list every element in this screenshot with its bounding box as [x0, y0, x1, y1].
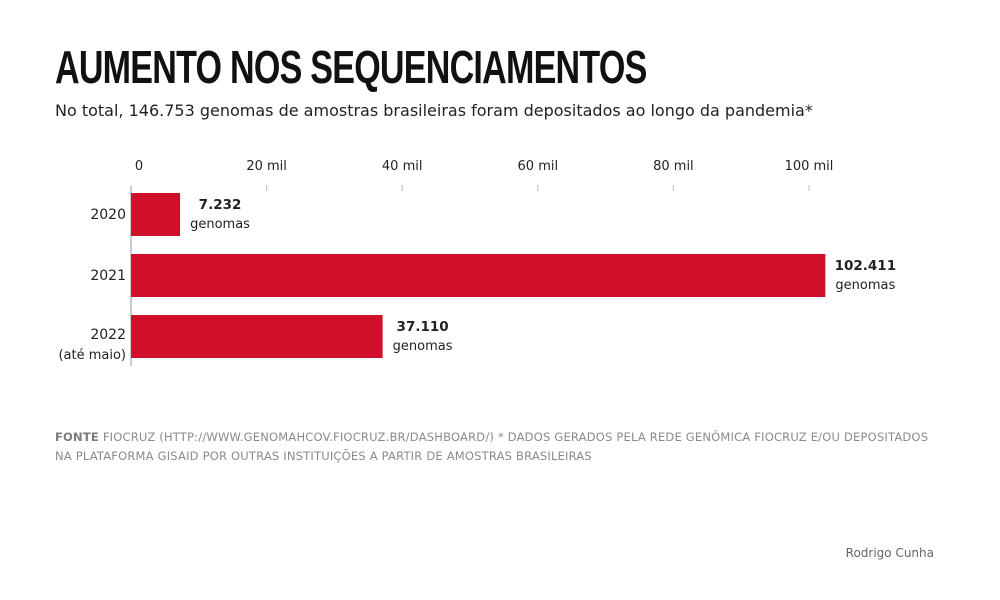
x-tick-label: 80 mil	[653, 159, 694, 174]
data-label-unit: genomas	[393, 339, 453, 354]
category-label: 2021	[90, 268, 126, 284]
source-note: FONTE FIOCRUZ (HTTP://WWW.GENOMAHCOV.FIO…	[55, 428, 935, 466]
x-tick-label: 100 mil	[785, 159, 834, 174]
x-tick-label: 0	[135, 159, 143, 174]
x-tick-label: 20 mil	[246, 159, 287, 174]
source-text: FIOCRUZ (HTTP://WWW.GENOMAHCOV.FIOCRUZ.B…	[55, 430, 929, 463]
x-tick-label: 60 mil	[518, 159, 559, 174]
category-note: (até maio)	[58, 348, 126, 363]
x-tick-label: 40 mil	[382, 159, 423, 174]
bar-chart: 0 20 mil 40 mil 60 mil 80 mil 100 mil 2020 7.23…	[58, 159, 897, 366]
chart-title: AUMENTO NOS SEQUENCIAMENTOS	[55, 41, 647, 93]
bar	[131, 193, 181, 236]
category-label: 2022	[90, 327, 126, 343]
bar	[131, 254, 826, 297]
source-label: FONTE	[55, 430, 99, 444]
chart-subtitle: No total, 146.753 genomas de amostras br…	[55, 101, 813, 120]
data-label-unit: genomas	[835, 278, 895, 293]
data-label: 37.110	[397, 319, 449, 335]
data-label: 7.232	[199, 197, 242, 213]
data-label-unit: genomas	[190, 217, 250, 232]
category-label: 2020	[90, 207, 126, 223]
data-label: 102.411	[835, 258, 897, 274]
bar	[131, 315, 383, 358]
author-credit: Rodrigo Cunha	[845, 546, 934, 560]
